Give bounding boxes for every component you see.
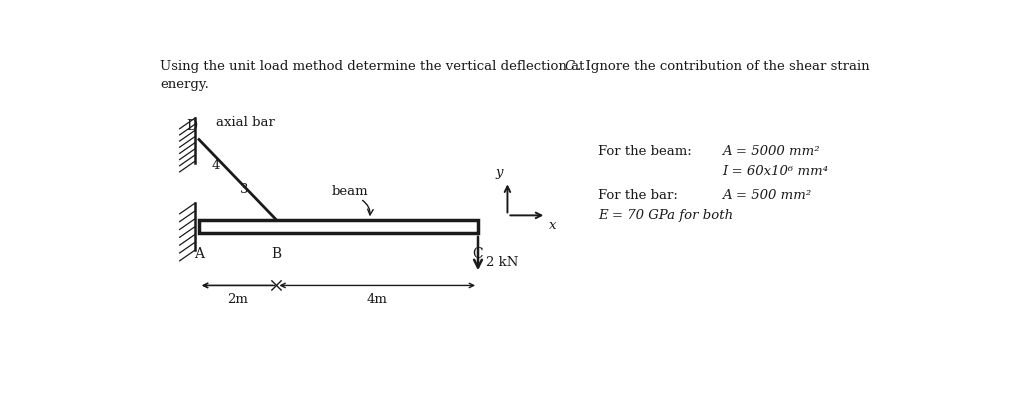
Text: 4m: 4m <box>367 293 388 306</box>
Text: 2m: 2m <box>227 293 248 306</box>
Text: E = 70 GPa for both: E = 70 GPa for both <box>598 209 733 222</box>
Text: . Ignore the contribution of the shear strain: . Ignore the contribution of the shear s… <box>577 60 870 73</box>
Text: B: B <box>272 247 281 261</box>
Text: beam: beam <box>332 185 368 198</box>
Text: 2 kN: 2 kN <box>486 256 518 269</box>
Text: x: x <box>549 219 556 232</box>
Text: C: C <box>565 60 575 73</box>
Text: Using the unit load method determine the vertical deflection at: Using the unit load method determine the… <box>160 60 589 73</box>
Text: 4: 4 <box>212 159 220 172</box>
Text: For the bar:: For the bar: <box>598 189 678 202</box>
Text: axial bar: axial bar <box>216 116 275 129</box>
Polygon shape <box>199 220 478 233</box>
Text: y: y <box>496 166 504 179</box>
Text: For the beam:: For the beam: <box>598 145 692 157</box>
Text: 3: 3 <box>240 183 248 196</box>
Text: I = 60x10⁶ mm⁴: I = 60x10⁶ mm⁴ <box>722 165 828 178</box>
Text: A = 5000 mm²: A = 5000 mm² <box>722 145 820 157</box>
Text: energy.: energy. <box>160 77 209 91</box>
Text: A = 500 mm²: A = 500 mm² <box>722 189 812 202</box>
Text: C: C <box>473 247 483 261</box>
Text: A: A <box>194 247 204 261</box>
Text: D: D <box>186 119 197 133</box>
